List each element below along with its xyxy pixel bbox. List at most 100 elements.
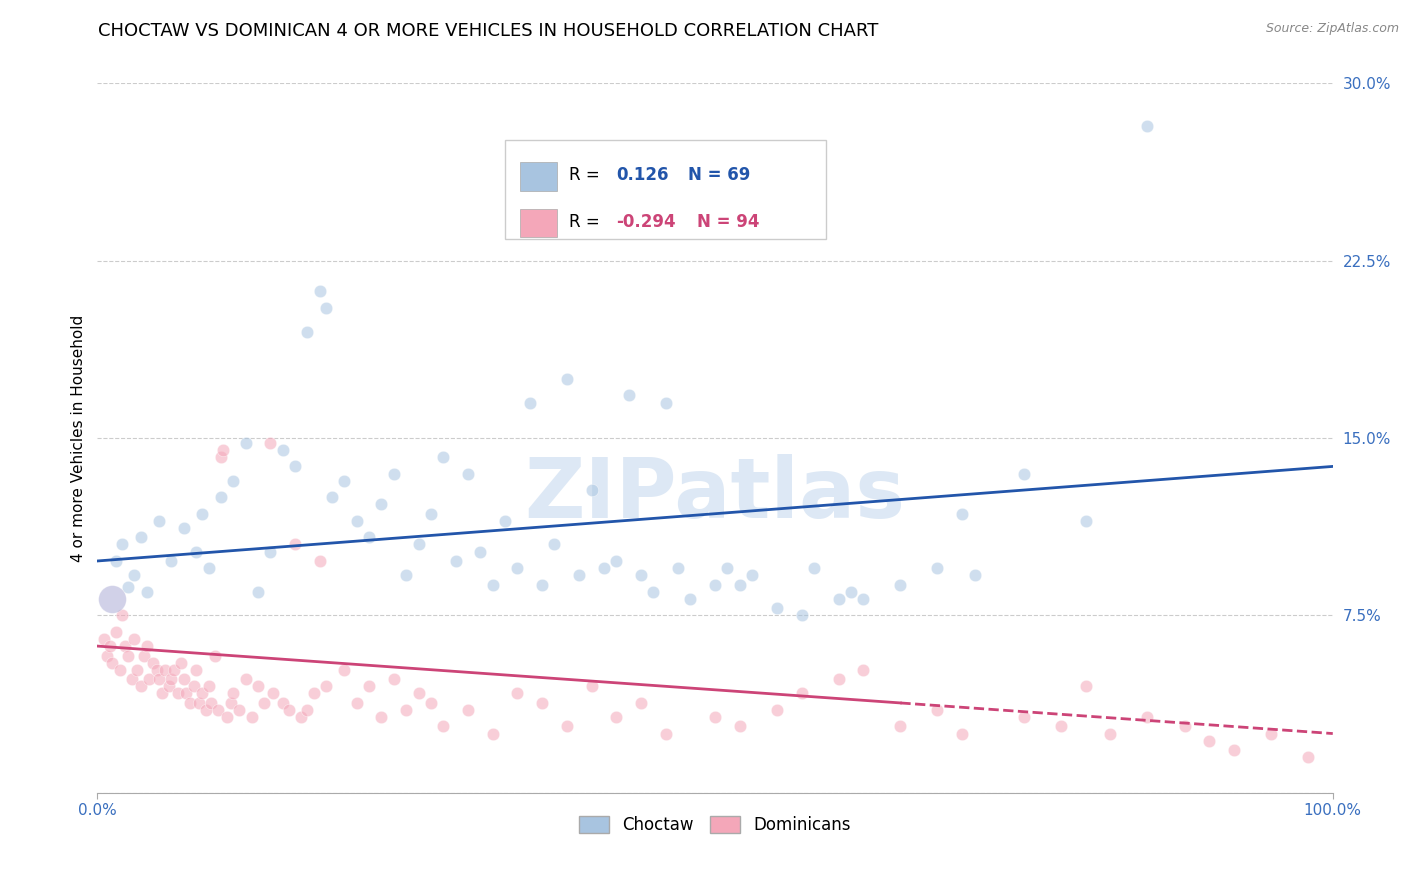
Text: 0.126: 0.126 bbox=[616, 166, 669, 184]
Point bbox=[666, 561, 689, 575]
Point bbox=[219, 696, 242, 710]
Y-axis label: 4 or more Vehicles in Household: 4 or more Vehicles in Household bbox=[72, 314, 86, 562]
Point bbox=[444, 554, 467, 568]
Point bbox=[262, 686, 284, 700]
Point bbox=[506, 561, 529, 575]
Text: N = 94: N = 94 bbox=[696, 212, 759, 231]
Point bbox=[790, 608, 813, 623]
Point bbox=[1296, 750, 1319, 764]
Point bbox=[290, 710, 312, 724]
Point bbox=[963, 568, 986, 582]
Point bbox=[222, 686, 245, 700]
Point bbox=[108, 663, 131, 677]
Text: Source: ZipAtlas.com: Source: ZipAtlas.com bbox=[1265, 22, 1399, 36]
Point bbox=[121, 672, 143, 686]
Point bbox=[111, 608, 134, 623]
Point bbox=[297, 325, 319, 339]
Point bbox=[1012, 467, 1035, 481]
Point bbox=[207, 703, 229, 717]
Point bbox=[457, 703, 479, 717]
Point bbox=[1050, 719, 1073, 733]
Point bbox=[98, 639, 121, 653]
Point bbox=[124, 632, 146, 646]
Point bbox=[117, 580, 139, 594]
Point bbox=[195, 703, 218, 717]
Point bbox=[1198, 733, 1220, 747]
Point bbox=[179, 696, 201, 710]
Text: R =: R = bbox=[569, 212, 600, 231]
Legend: Choctaw, Dominicans: Choctaw, Dominicans bbox=[579, 816, 851, 834]
Point bbox=[183, 679, 205, 693]
Point bbox=[93, 632, 115, 646]
Point bbox=[827, 591, 849, 606]
Point bbox=[741, 568, 763, 582]
Point bbox=[333, 474, 356, 488]
Point bbox=[581, 483, 603, 497]
FancyBboxPatch shape bbox=[505, 140, 827, 239]
Point bbox=[253, 696, 276, 710]
Point bbox=[117, 648, 139, 663]
Text: ZIPatlas: ZIPatlas bbox=[524, 454, 905, 535]
Point bbox=[1074, 514, 1097, 528]
Point bbox=[297, 703, 319, 717]
Point bbox=[114, 639, 136, 653]
Point bbox=[315, 679, 337, 693]
Point bbox=[531, 696, 554, 710]
Point bbox=[605, 710, 627, 724]
Point bbox=[259, 544, 281, 558]
Point bbox=[160, 672, 183, 686]
Point bbox=[555, 719, 578, 733]
Point bbox=[308, 285, 330, 299]
Point bbox=[277, 703, 299, 717]
Point bbox=[271, 442, 294, 457]
Point bbox=[716, 561, 738, 575]
Point bbox=[555, 372, 578, 386]
Point bbox=[654, 726, 676, 740]
Point bbox=[408, 686, 430, 700]
Point bbox=[359, 530, 381, 544]
Point bbox=[191, 507, 214, 521]
Point bbox=[543, 537, 565, 551]
Point bbox=[481, 726, 503, 740]
Point bbox=[246, 584, 269, 599]
Point bbox=[321, 490, 343, 504]
Point bbox=[135, 639, 157, 653]
Point bbox=[271, 696, 294, 710]
Point bbox=[654, 395, 676, 409]
Point bbox=[382, 672, 405, 686]
Point bbox=[197, 679, 219, 693]
Point bbox=[470, 544, 492, 558]
Point bbox=[217, 710, 239, 724]
Point bbox=[145, 663, 167, 677]
Point bbox=[160, 554, 183, 568]
Point bbox=[246, 679, 269, 693]
Point bbox=[186, 663, 208, 677]
Point bbox=[852, 591, 875, 606]
Point bbox=[148, 514, 170, 528]
Point bbox=[259, 435, 281, 450]
Point bbox=[111, 537, 134, 551]
Point bbox=[96, 648, 118, 663]
Point bbox=[101, 591, 124, 606]
Point bbox=[209, 490, 232, 504]
Point bbox=[679, 591, 702, 606]
Point bbox=[173, 521, 195, 535]
Point bbox=[346, 514, 368, 528]
Point bbox=[129, 530, 152, 544]
Point bbox=[839, 584, 862, 599]
Point bbox=[209, 450, 232, 464]
Point bbox=[728, 577, 751, 591]
Point bbox=[333, 663, 356, 677]
Point bbox=[1260, 726, 1282, 740]
Point bbox=[157, 679, 180, 693]
Point bbox=[1136, 119, 1159, 133]
Point bbox=[163, 663, 186, 677]
Point bbox=[630, 568, 652, 582]
Point bbox=[432, 719, 454, 733]
FancyBboxPatch shape bbox=[520, 209, 557, 237]
Point bbox=[204, 648, 226, 663]
Point bbox=[134, 648, 156, 663]
Point bbox=[148, 672, 170, 686]
Point bbox=[457, 467, 479, 481]
Point bbox=[494, 514, 516, 528]
